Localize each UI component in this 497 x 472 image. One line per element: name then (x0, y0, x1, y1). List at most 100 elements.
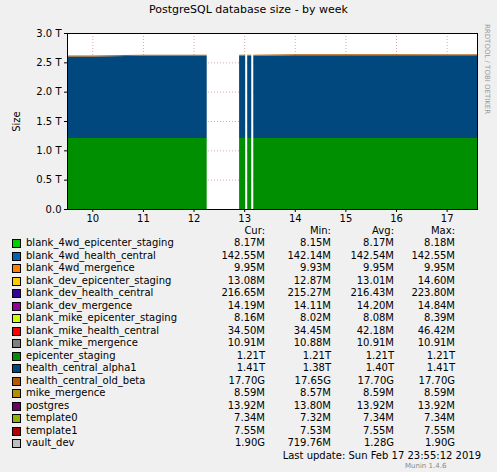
html-text:7.34M: 7.34M (363, 412, 394, 423)
html-text:216.43M: 216.43M (350, 287, 394, 298)
svg-text:10: 10 (86, 213, 99, 224)
html-text:10.88M: 10.88M (293, 337, 331, 348)
html-text:9.95M: 9.95M (363, 262, 394, 273)
svg-text:1.5 T: 1.5 T (36, 116, 62, 127)
html-text:13.08M: 13.08M (227, 274, 265, 286)
html-text:8.02M: 8.02M (300, 312, 331, 323)
html-text:13.92M: 13.92M (356, 399, 394, 411)
html-text:17.70G: 17.70G (418, 374, 455, 386)
html-text:blank_mike_mergence: blank_mike_mergence (26, 337, 138, 348)
html-text:17.70G: 17.70G (357, 374, 394, 386)
html-text:7.55M: 7.55M (363, 424, 394, 436)
html-text:7.55M: 7.55M (424, 424, 455, 436)
html-text:13.80M: 13.80M (293, 399, 331, 411)
html-text:8.08M: 8.08M (363, 312, 394, 323)
html-text:12.87M: 12.87M (293, 274, 331, 286)
html-text:9.93M: 9.93M (300, 262, 331, 273)
html-text:8.15M: 8.15M (300, 237, 331, 248)
html-text:8.59M: 8.59M (424, 387, 455, 398)
html-text:blank_dev_epicenter_staging: blank_dev_epicenter_staging (26, 274, 172, 286)
svg-text:Size: Size (11, 111, 22, 132)
html-text:9.95M: 9.95M (424, 262, 455, 273)
html-text:1.21T: 1.21T (365, 349, 394, 361)
html-text:17.65G: 17.65G (294, 374, 331, 386)
html-text:142.14M: 142.14M (287, 249, 331, 261)
html-text:10.91M: 10.91M (356, 337, 394, 348)
html-text:blank_4wd_epicenter_staging: blank_4wd_epicenter_staging (26, 237, 174, 248)
html-text:8.59M: 8.59M (234, 387, 265, 398)
html-text:Cur:: Cur: (244, 225, 265, 236)
html-text:blank_4wd_mergence: blank_4wd_mergence (26, 262, 135, 273)
html-text:13.92M: 13.92M (417, 399, 455, 411)
html-text:223.80M: 223.80M (411, 287, 455, 298)
html-text:1.40T: 1.40T (365, 362, 394, 373)
html-text:1.41T: 1.41T (426, 362, 455, 373)
html-text:17.70G: 17.70G (228, 374, 265, 386)
html-text:14.20M: 14.20M (356, 299, 394, 311)
html-text:blank_4wd_health_central: blank_4wd_health_central (26, 249, 156, 261)
html-text:215.27M: 215.27M (287, 287, 331, 298)
html-text:142.55M: 142.55M (411, 249, 455, 261)
html-text:PostgreSQL database size - by: PostgreSQL database size - by week (149, 3, 348, 16)
svg-text:16: 16 (390, 213, 403, 224)
svg-text:0.5 T: 0.5 T (36, 174, 62, 185)
html-text:blank_dev_mergence: blank_dev_mergence (26, 299, 133, 311)
html-text:142.55M: 142.55M (221, 249, 265, 261)
html-text:8.17M: 8.17M (363, 237, 394, 248)
svg-text:14: 14 (289, 213, 302, 224)
html-text:blank_mike_epicenter_staging: blank_mike_epicenter_staging (26, 312, 177, 323)
html-text:postgres: postgres (26, 399, 70, 411)
html-text:1.21T: 1.21T (236, 349, 265, 361)
html-text:42.18M: 42.18M (356, 324, 394, 336)
html-text:8.39M: 8.39M (424, 312, 455, 323)
html-text:template0: template0 (26, 412, 78, 423)
html-text:1.21T: 1.21T (426, 349, 455, 361)
html-text:7.55M: 7.55M (234, 424, 265, 436)
html-text:epicenter_staging: epicenter_staging (26, 349, 116, 361)
html-text:34.45M: 34.45M (293, 324, 331, 336)
html-text:8.59M: 8.59M (363, 387, 394, 398)
html-text:1.21T: 1.21T (302, 349, 331, 361)
svg-text:2.0 T: 2.0 T (36, 86, 62, 97)
html-text:health_central_old_beta: health_central_old_beta (26, 374, 146, 386)
html-text:8.17M: 8.17M (234, 237, 265, 248)
html-text:46.42M: 46.42M (417, 324, 455, 336)
html-text:7.32M: 7.32M (300, 412, 331, 423)
html-text:14.11M: 14.11M (293, 299, 331, 311)
html-text:14.60M: 14.60M (417, 274, 455, 286)
html-text:1.41T: 1.41T (236, 362, 265, 373)
svg-text:13: 13 (238, 213, 251, 224)
html-text:8.18M: 8.18M (424, 237, 455, 248)
html-text:Max:: Max: (431, 225, 455, 236)
html-text:10.91M: 10.91M (227, 337, 265, 348)
html-text:template1: template1 (26, 424, 78, 436)
html-text:13.92M: 13.92M (227, 399, 265, 411)
html-text:health_central_alpha1: health_central_alpha1 (26, 362, 137, 373)
html-text:8.57M: 8.57M (300, 387, 331, 398)
html-text:1.38T: 1.38T (302, 362, 331, 373)
html-text:7.53M: 7.53M (300, 424, 331, 436)
html-text:9.95M: 9.95M (234, 262, 265, 273)
html-text:Min:: Min: (309, 225, 331, 236)
svg-text:0.0: 0.0 (46, 204, 62, 215)
svg-text:15: 15 (340, 213, 353, 224)
html-text:7.34M: 7.34M (234, 412, 265, 423)
html-text:142.54M: 142.54M (350, 249, 394, 261)
html-text:14.84M: 14.84M (417, 299, 455, 311)
html-text:13.01M: 13.01M (356, 274, 394, 286)
html-text:34.50M: 34.50M (227, 324, 265, 336)
html-text:216.65M: 216.65M (221, 287, 265, 298)
svg-text:2.5 T: 2.5 T (36, 57, 62, 68)
svg-text:3.0 T: 3.0 T (36, 28, 62, 39)
svg-text:11: 11 (137, 213, 150, 224)
html-text:Avg:: Avg: (372, 225, 394, 236)
svg-text:17: 17 (441, 213, 454, 224)
html-text:10.91M: 10.91M (417, 337, 455, 348)
html-text:blank_dev_health_central: blank_dev_health_central (26, 287, 154, 298)
html-text:14.19M: 14.19M (227, 299, 265, 311)
svg-text:12: 12 (188, 213, 201, 224)
svg-text:1.0 T: 1.0 T (36, 145, 62, 156)
html-text:8.16M: 8.16M (234, 312, 265, 323)
html-text:mike_mergence: mike_mergence (26, 387, 106, 398)
html-text:blank_mike_health_central: blank_mike_health_central (26, 324, 160, 336)
